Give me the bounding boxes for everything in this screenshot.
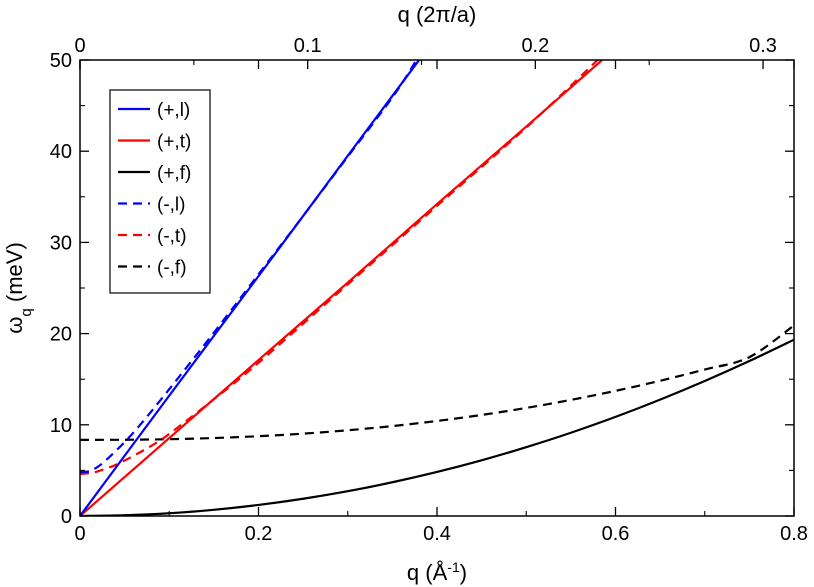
y-tick-label: 20 xyxy=(50,324,72,346)
series-line-0 xyxy=(80,60,421,516)
top-x-tick-label: 0 xyxy=(74,35,85,57)
x-tick-label: 0.2 xyxy=(245,523,273,545)
legend-label: (-,t) xyxy=(157,226,187,247)
top-x-tick-label: 0.2 xyxy=(521,35,549,57)
x-tick-label: 0.6 xyxy=(602,523,630,545)
y-axis-title: ωq (meV) xyxy=(2,242,35,334)
series-line-3 xyxy=(80,60,418,474)
y-tick-label: 40 xyxy=(50,141,72,163)
legend-box xyxy=(109,89,211,294)
series-line-4 xyxy=(80,60,599,476)
y-tick-label: 0 xyxy=(61,506,72,528)
legend: (+,l) (+,t) (+,f) (-,l) (-,t) (-,f) xyxy=(109,89,211,294)
legend-label: (-,f) xyxy=(157,258,187,279)
legend-label: (+,t) xyxy=(157,132,191,153)
y-tick-label: 10 xyxy=(50,415,72,437)
x-axis-title: q (Å-1) xyxy=(407,559,467,585)
series-line-5 xyxy=(80,324,794,441)
series-layer xyxy=(80,60,794,516)
legend-label: (-,l) xyxy=(157,195,185,216)
x-tick-label: 0 xyxy=(74,523,85,545)
series-line-1 xyxy=(80,60,603,516)
ticks-layer: 0 0.2 0.4 0.6 0.8 0 0.1 0.2 0.3 0 10 20 30 40 50 xyxy=(50,35,808,545)
top-x-axis-title: q (2π/a) xyxy=(398,2,477,27)
legend-label: (+,f) xyxy=(157,163,191,184)
top-x-tick-label: 0.3 xyxy=(749,35,777,57)
top-x-tick-label: 0.1 xyxy=(294,35,322,57)
y-tick-label: 30 xyxy=(50,232,72,254)
legend-label: (+,l) xyxy=(157,100,190,121)
x-tick-label: 0.8 xyxy=(780,523,808,545)
x-tick-label: 0.4 xyxy=(423,523,451,545)
y-tick-label: 50 xyxy=(50,50,72,72)
series-line-2 xyxy=(80,338,794,516)
